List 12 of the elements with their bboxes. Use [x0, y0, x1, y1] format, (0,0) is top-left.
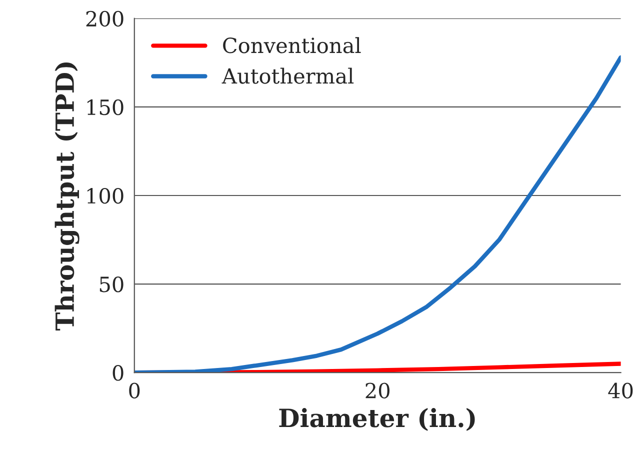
y-tick-label: 0	[112, 365, 124, 381]
y-tick-label: 200	[86, 10, 124, 27]
y-tick-label: 100	[87, 188, 124, 204]
x-tick-label: 0	[129, 382, 140, 398]
x-tick-label: 20	[366, 382, 390, 398]
legend-label: Autothermal	[222, 68, 354, 84]
y-tick-label: 50	[100, 276, 124, 292]
y-axis-title: Throughtput (TPD)	[54, 62, 80, 331]
y-tick-label: 150	[87, 99, 124, 116]
x-tick-label: 40	[608, 382, 633, 398]
legend-label: Conventional	[223, 37, 361, 54]
x-axis-title: Diameter (in.)	[279, 408, 475, 431]
